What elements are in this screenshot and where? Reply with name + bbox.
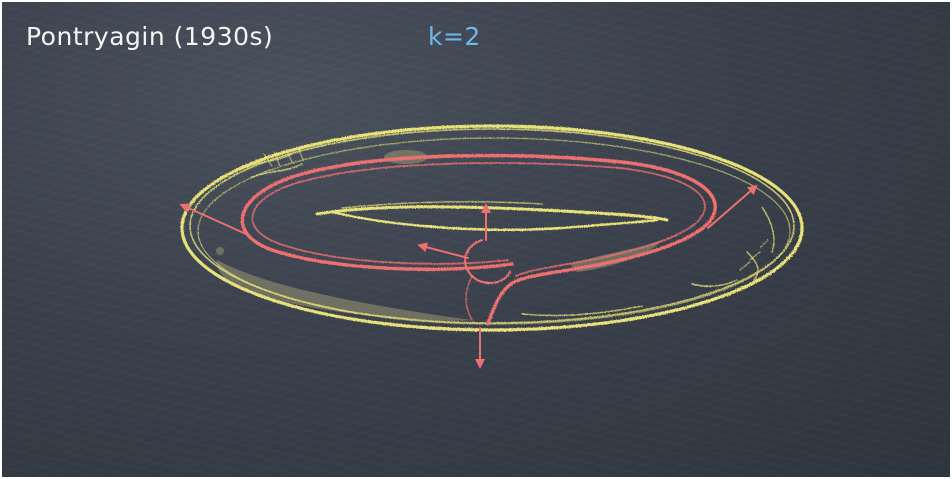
framed-curve-drawing [240,153,717,326]
k-value-label: k=2 [428,22,481,51]
torus-outline-drawing [180,124,804,332]
slide-title: Pontryagin (1930s) [26,22,274,51]
torus-shading [216,150,662,321]
normal-arrow-icon [179,184,758,369]
